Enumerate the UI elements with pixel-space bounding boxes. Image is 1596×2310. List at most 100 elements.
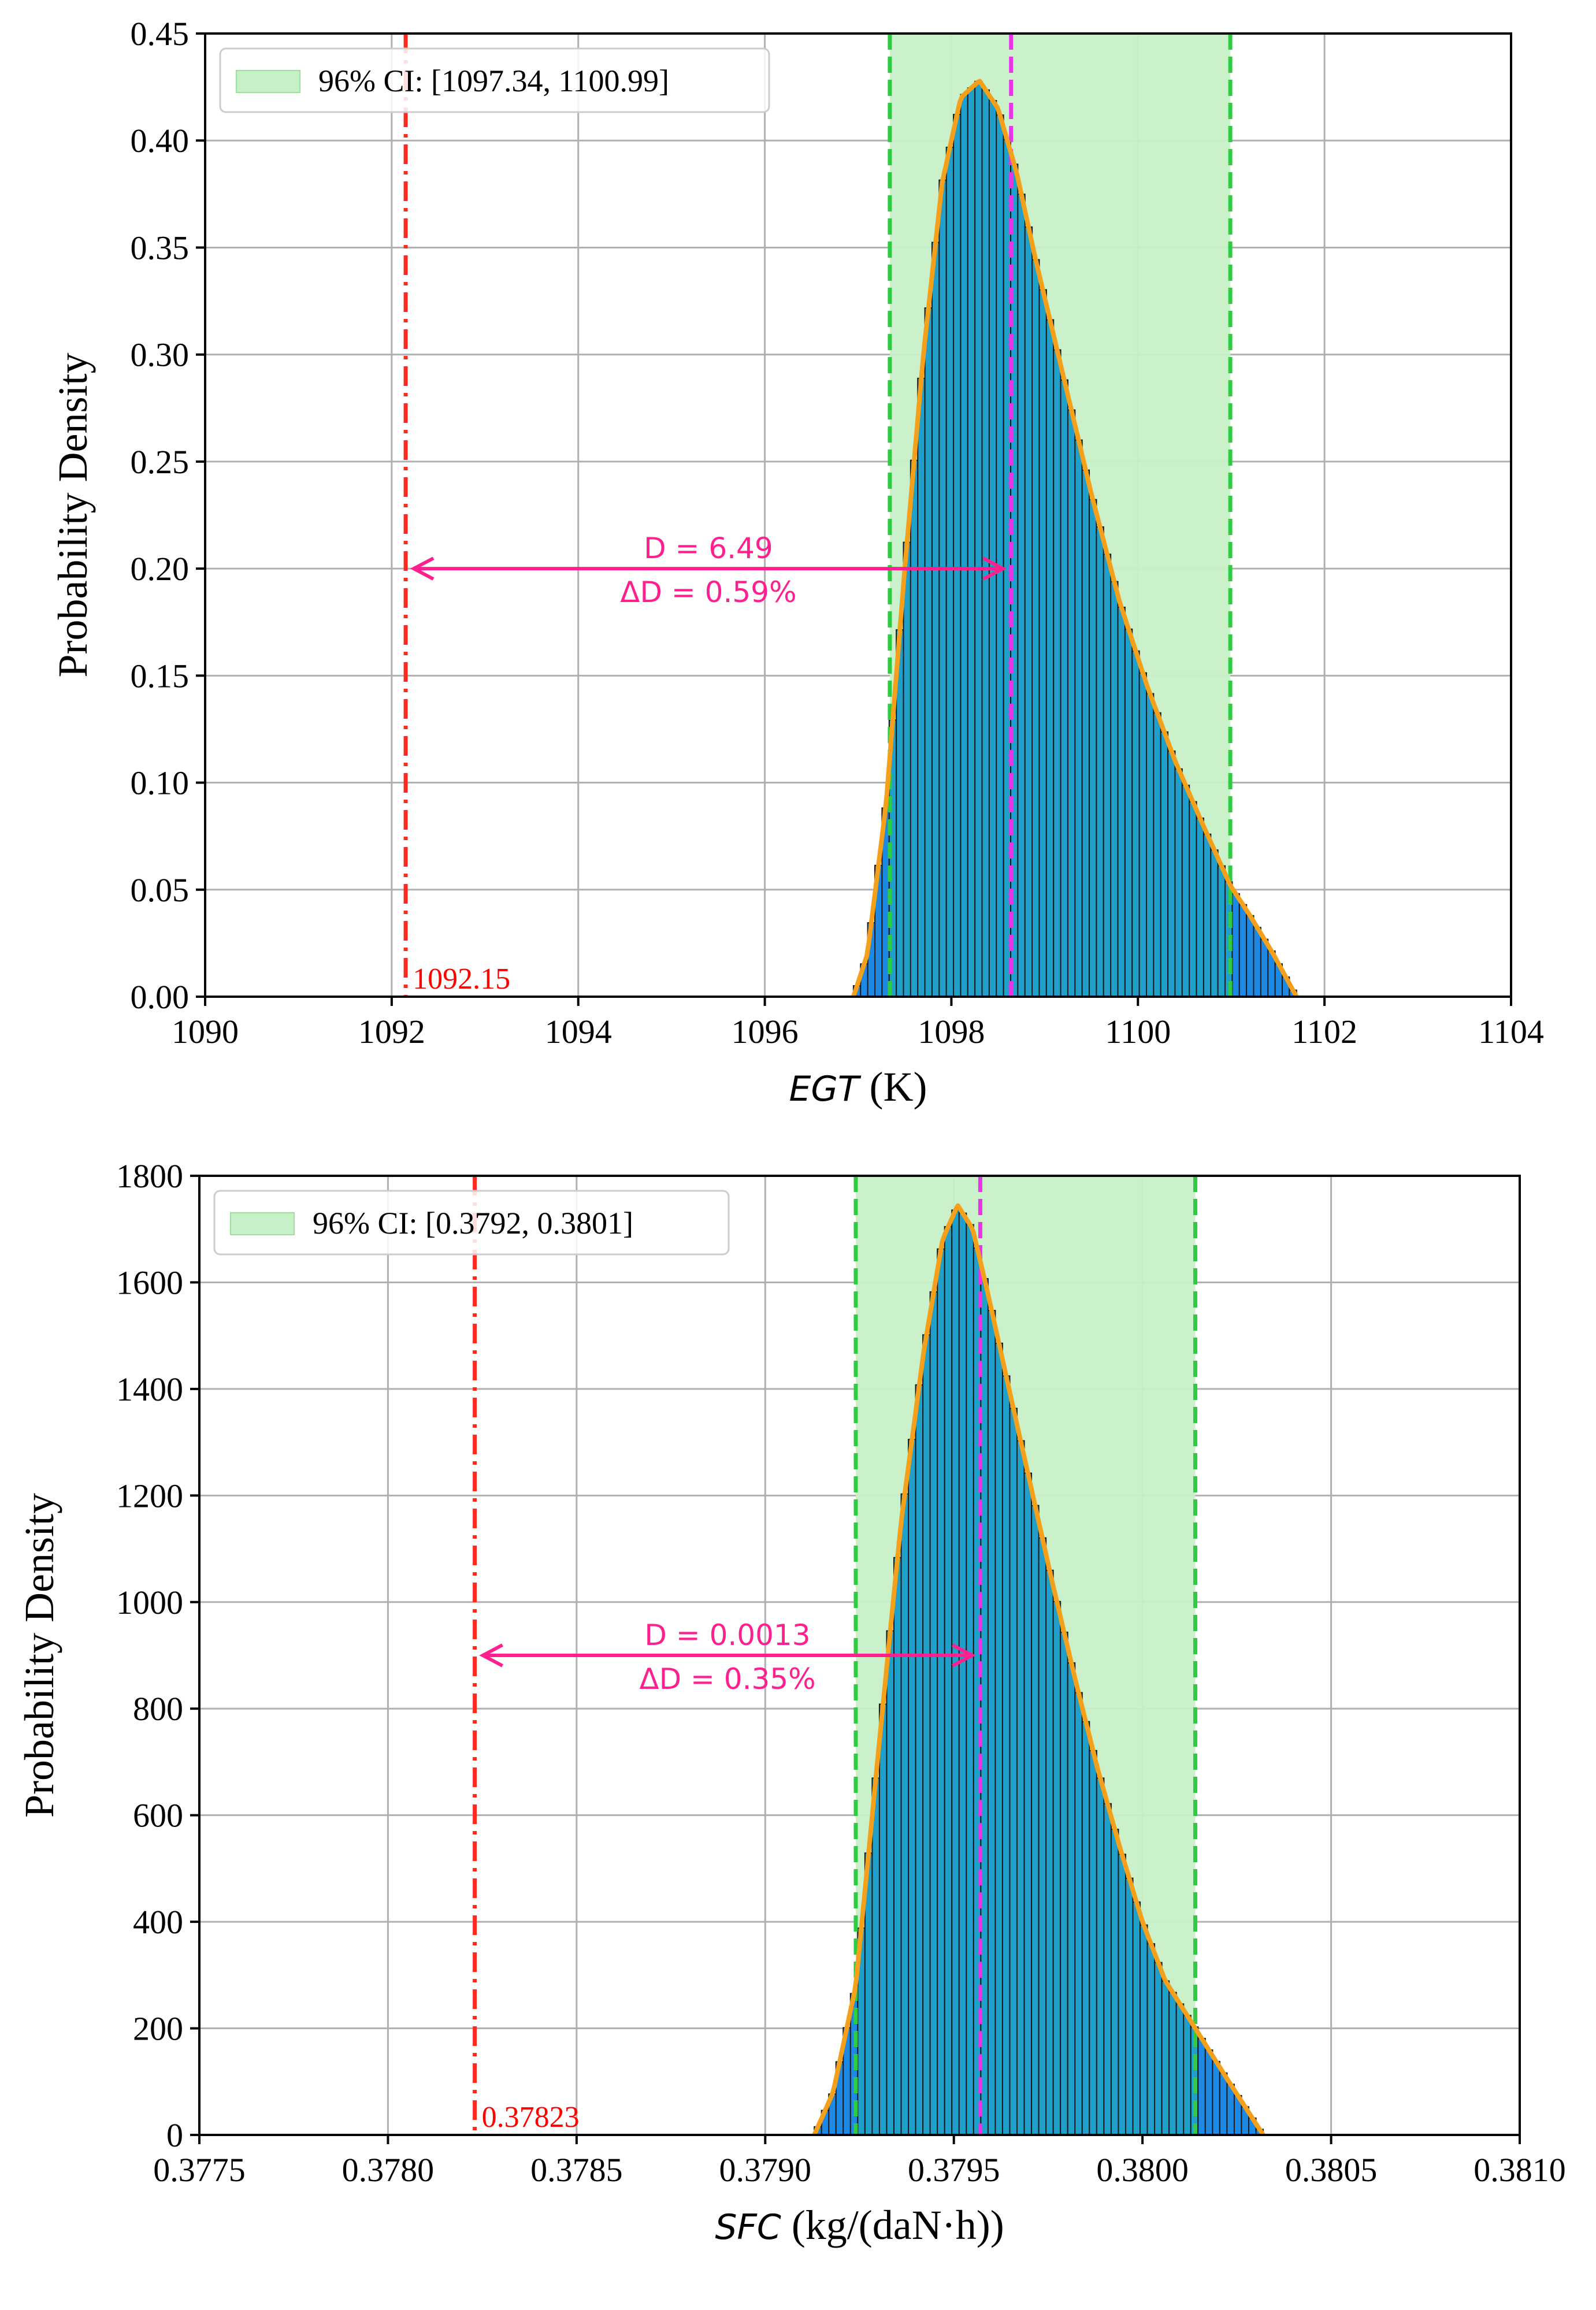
annotation-delta-d: ΔD = 0.35% [639,1662,815,1696]
histogram-bar [1031,259,1040,998]
sfc-histogram-panel: D = 0.0013 ΔD = 0.35% 0.37823 Probabilit… [16,1157,1566,2248]
histogram-bar [1260,938,1269,997]
annotation-d: D = 6.49 [644,532,773,565]
x-tick-label: 0.3790 [719,2151,812,2189]
histogram-bar [1131,650,1140,997]
x-tick-label: 0.3780 [342,2151,435,2189]
histogram-bar [915,1384,924,2136]
histogram-bar [1167,750,1176,997]
legend-ci-label: 96% CI: [0.3792, 0.3801] [313,1206,633,1241]
histogram-bar [1253,927,1261,997]
histogram-bar [1168,1992,1177,2136]
histogram-bar [987,1310,996,2136]
legend-ci-swatch [236,70,300,93]
y-tick-label: 600 [133,1797,183,1834]
density-curve [812,1203,1265,2137]
histogram-bar [1202,833,1212,997]
histogram-bar [1140,1924,1148,2136]
annotations: D = 6.49 ΔD = 0.59% 1092.15 [410,532,1007,996]
x-axis-title: SFC (kg/(daN·h)) [715,2202,1004,2248]
y-tick-label: 0.40 [131,122,190,159]
histogram-bar [1074,1692,1083,2136]
histogram-bar [1001,1375,1011,2136]
histogram-bar [958,1212,967,2136]
y-tick-label: 200 [133,2010,183,2048]
x-tick-label: 1096 [732,1013,799,1050]
y-axis-title: Probability Density [50,353,96,678]
histogram-bar [917,377,926,998]
histogram-bar [1089,499,1097,997]
legend-box [219,47,770,113]
histogram-bar [1183,2015,1192,2136]
histogram-bar [908,1439,916,2136]
density-curve-line [812,1203,1265,2137]
x-tick-label: 0.3805 [1285,2151,1378,2189]
histogram-bar [1117,607,1126,998]
histogram-bar [1219,2072,1228,2136]
histogram-bar [988,100,997,998]
histogram-bar [1189,801,1197,997]
x-axis-variable: SFC [715,2207,781,2248]
plot-frame [204,32,1512,998]
y-tick-label: 800 [133,1690,183,1728]
histogram-bar [1212,2060,1220,2136]
histogram-bar [937,1248,945,2136]
axes: Probability Density EGT (K) 1090 1092 1094… [50,15,1544,1110]
histogram-bar [1081,1721,1090,2136]
histogram-bar [1124,628,1133,997]
histogram-bar [1089,1750,1097,2136]
distance-arrow-head-left [479,1643,503,1667]
histogram-bar [903,541,911,997]
y-tick-label: 0.10 [131,764,190,802]
y-tick-label: 1800 [116,1157,183,1195]
histogram-bar [966,1224,974,2136]
histogram-bar [996,114,1004,998]
histogram-bar [1060,1631,1068,2136]
histogram-bar [924,307,933,997]
legend-box [213,1190,730,1256]
histogram-bar [1017,194,1026,997]
y-axis-title: Probability Density [16,1493,62,1818]
y-tick-label: 0.45 [131,15,190,53]
histogram-bar [1067,1662,1076,2136]
y-tick-label: 0.30 [131,336,190,374]
histogram-bar [1045,1569,1054,2136]
reference-value-label: 0.37823 [482,2101,580,2134]
x-tick-label: 1094 [545,1013,612,1050]
histogram-bar [938,179,947,998]
histogram-bar [1146,1943,1156,2136]
x-tick-label: 1092 [358,1013,425,1050]
axes: Probability Density SFC (kg/(daN·h)) 0.3… [16,1157,1566,2248]
histogram-bar [1060,379,1068,997]
histogram-bar [871,1777,880,2136]
histogram-bar [1081,469,1090,997]
x-axis-title: EGT (K) [789,1064,927,1110]
histogram-bar [967,87,976,997]
histogram-bar [1110,1828,1119,2136]
legend-ci-swatch [230,1212,295,1235]
x-tick-label: 1098 [918,1013,985,1050]
histogram-bar [1096,526,1104,997]
distance-arrow-head-right [952,1643,976,1667]
histogram-bar [1231,893,1240,998]
annotations: D = 0.0013 ΔD = 0.35% 0.37823 [479,1618,976,2134]
histogram-bar [981,89,990,998]
x-tick-label: 0.3800 [1096,2151,1189,2189]
y-tick-label: 0.00 [131,978,190,1016]
histogram-bar [951,1209,960,2136]
y-tick-label: 0 [166,2116,183,2154]
y-tick-label: 1000 [116,1584,183,1621]
reference-value-label: 1092.15 [413,963,510,996]
histogram-bar [1154,1962,1163,2136]
legend-ci-label: 96% CI: [1097.34, 1100.99] [318,64,669,98]
egt-histogram-panel: D = 6.49 ΔD = 0.59% 1092.15 Probability … [50,15,1544,1110]
legend: 96% CI: [1097.34, 1100.99] [219,47,770,113]
histogram-bar [910,459,919,997]
legend: 96% CI: [0.3792, 0.3801] [213,1190,730,1256]
density-curve [851,79,1299,998]
histogram-bar [1138,672,1147,997]
histogram-bar [1181,785,1190,998]
plot-frame [198,1175,1521,2136]
histogram-bar [1038,1537,1047,2136]
